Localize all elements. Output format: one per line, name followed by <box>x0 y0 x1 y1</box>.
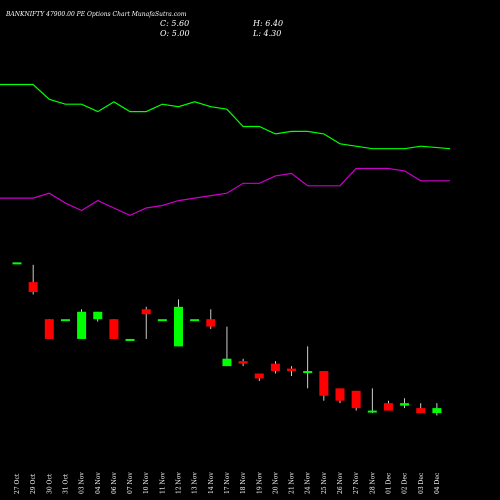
candle-body <box>77 311 87 339</box>
candle-body <box>44 319 54 339</box>
candle-body <box>432 408 442 414</box>
candle-body <box>190 319 200 322</box>
ma-slow-line <box>0 167 450 217</box>
x-tick-label: 19 Nov <box>256 472 263 494</box>
x-tick-label: 29 Oct <box>30 473 37 494</box>
x-tick-label: 10 Nov <box>143 472 150 494</box>
x-tick-label: 21 Nov <box>289 472 296 494</box>
candle-body <box>222 358 232 367</box>
open-price: O: 5.00 <box>160 29 190 38</box>
candle-body <box>28 282 38 292</box>
candle-body <box>238 361 248 364</box>
candle-body <box>60 319 70 322</box>
candle-body <box>303 371 313 374</box>
x-tick-label: 18 Nov <box>240 472 247 494</box>
candle-body <box>335 388 345 401</box>
candle-body <box>351 390 361 409</box>
candle-body <box>254 373 264 379</box>
candle-body <box>157 319 167 322</box>
candle-body <box>93 311 103 320</box>
x-tick-label: 04 Dec <box>434 472 441 494</box>
x-tick-label: 27 Nov <box>353 472 360 494</box>
x-tick-label: 27 Oct <box>14 473 21 494</box>
low-price: L: 4.30 <box>253 29 282 38</box>
x-tick-label: 13 Nov <box>192 472 199 494</box>
candle-body <box>270 363 280 372</box>
high-price: H: 6.40 <box>253 19 284 28</box>
x-tick-label: 04 Nov <box>95 472 102 494</box>
x-tick-label: 03 Nov <box>79 472 86 494</box>
x-tick-label: 30 Oct <box>46 473 53 494</box>
candle-body <box>109 319 119 339</box>
ma-fast-line <box>0 83 451 150</box>
x-tick-label: 24 Nov <box>305 472 312 494</box>
candle-body <box>141 309 151 315</box>
x-tick-label: 20 Nov <box>272 472 279 494</box>
candle-body <box>319 371 329 396</box>
candle-body <box>400 403 410 406</box>
candle-body <box>367 410 377 413</box>
candle-body <box>125 338 135 341</box>
x-tick-label: 26 Nov <box>337 472 344 494</box>
candle-body <box>383 403 393 411</box>
candle-body <box>12 262 22 265</box>
x-tick-label: 14 Nov <box>208 472 215 494</box>
x-tick-label: 03 Dec <box>418 472 425 494</box>
candle-body <box>416 408 426 414</box>
x-tick-label: 17 Nov <box>224 472 231 494</box>
x-tick-label: 07 Nov <box>127 472 134 494</box>
close-price: C: 5.60 <box>160 19 190 28</box>
candle-body <box>206 319 216 327</box>
x-tick-label: 06 Nov <box>111 472 118 494</box>
candle-body <box>174 306 183 347</box>
x-tick-label: 01 Dec <box>385 472 392 494</box>
x-tick-label: 25 Nov <box>321 472 328 494</box>
x-tick-label: 11 Nov <box>159 472 166 494</box>
chart-title: BANKNIFTY 47900.00 PE Options Chart Muna… <box>6 11 187 18</box>
x-tick-label: 02 Dec <box>402 472 409 494</box>
x-tick-label: 12 Nov <box>176 472 183 494</box>
x-tick-label: 31 Oct <box>62 473 69 494</box>
candle-body <box>287 368 297 372</box>
x-tick-label: 28 Nov <box>369 472 376 494</box>
